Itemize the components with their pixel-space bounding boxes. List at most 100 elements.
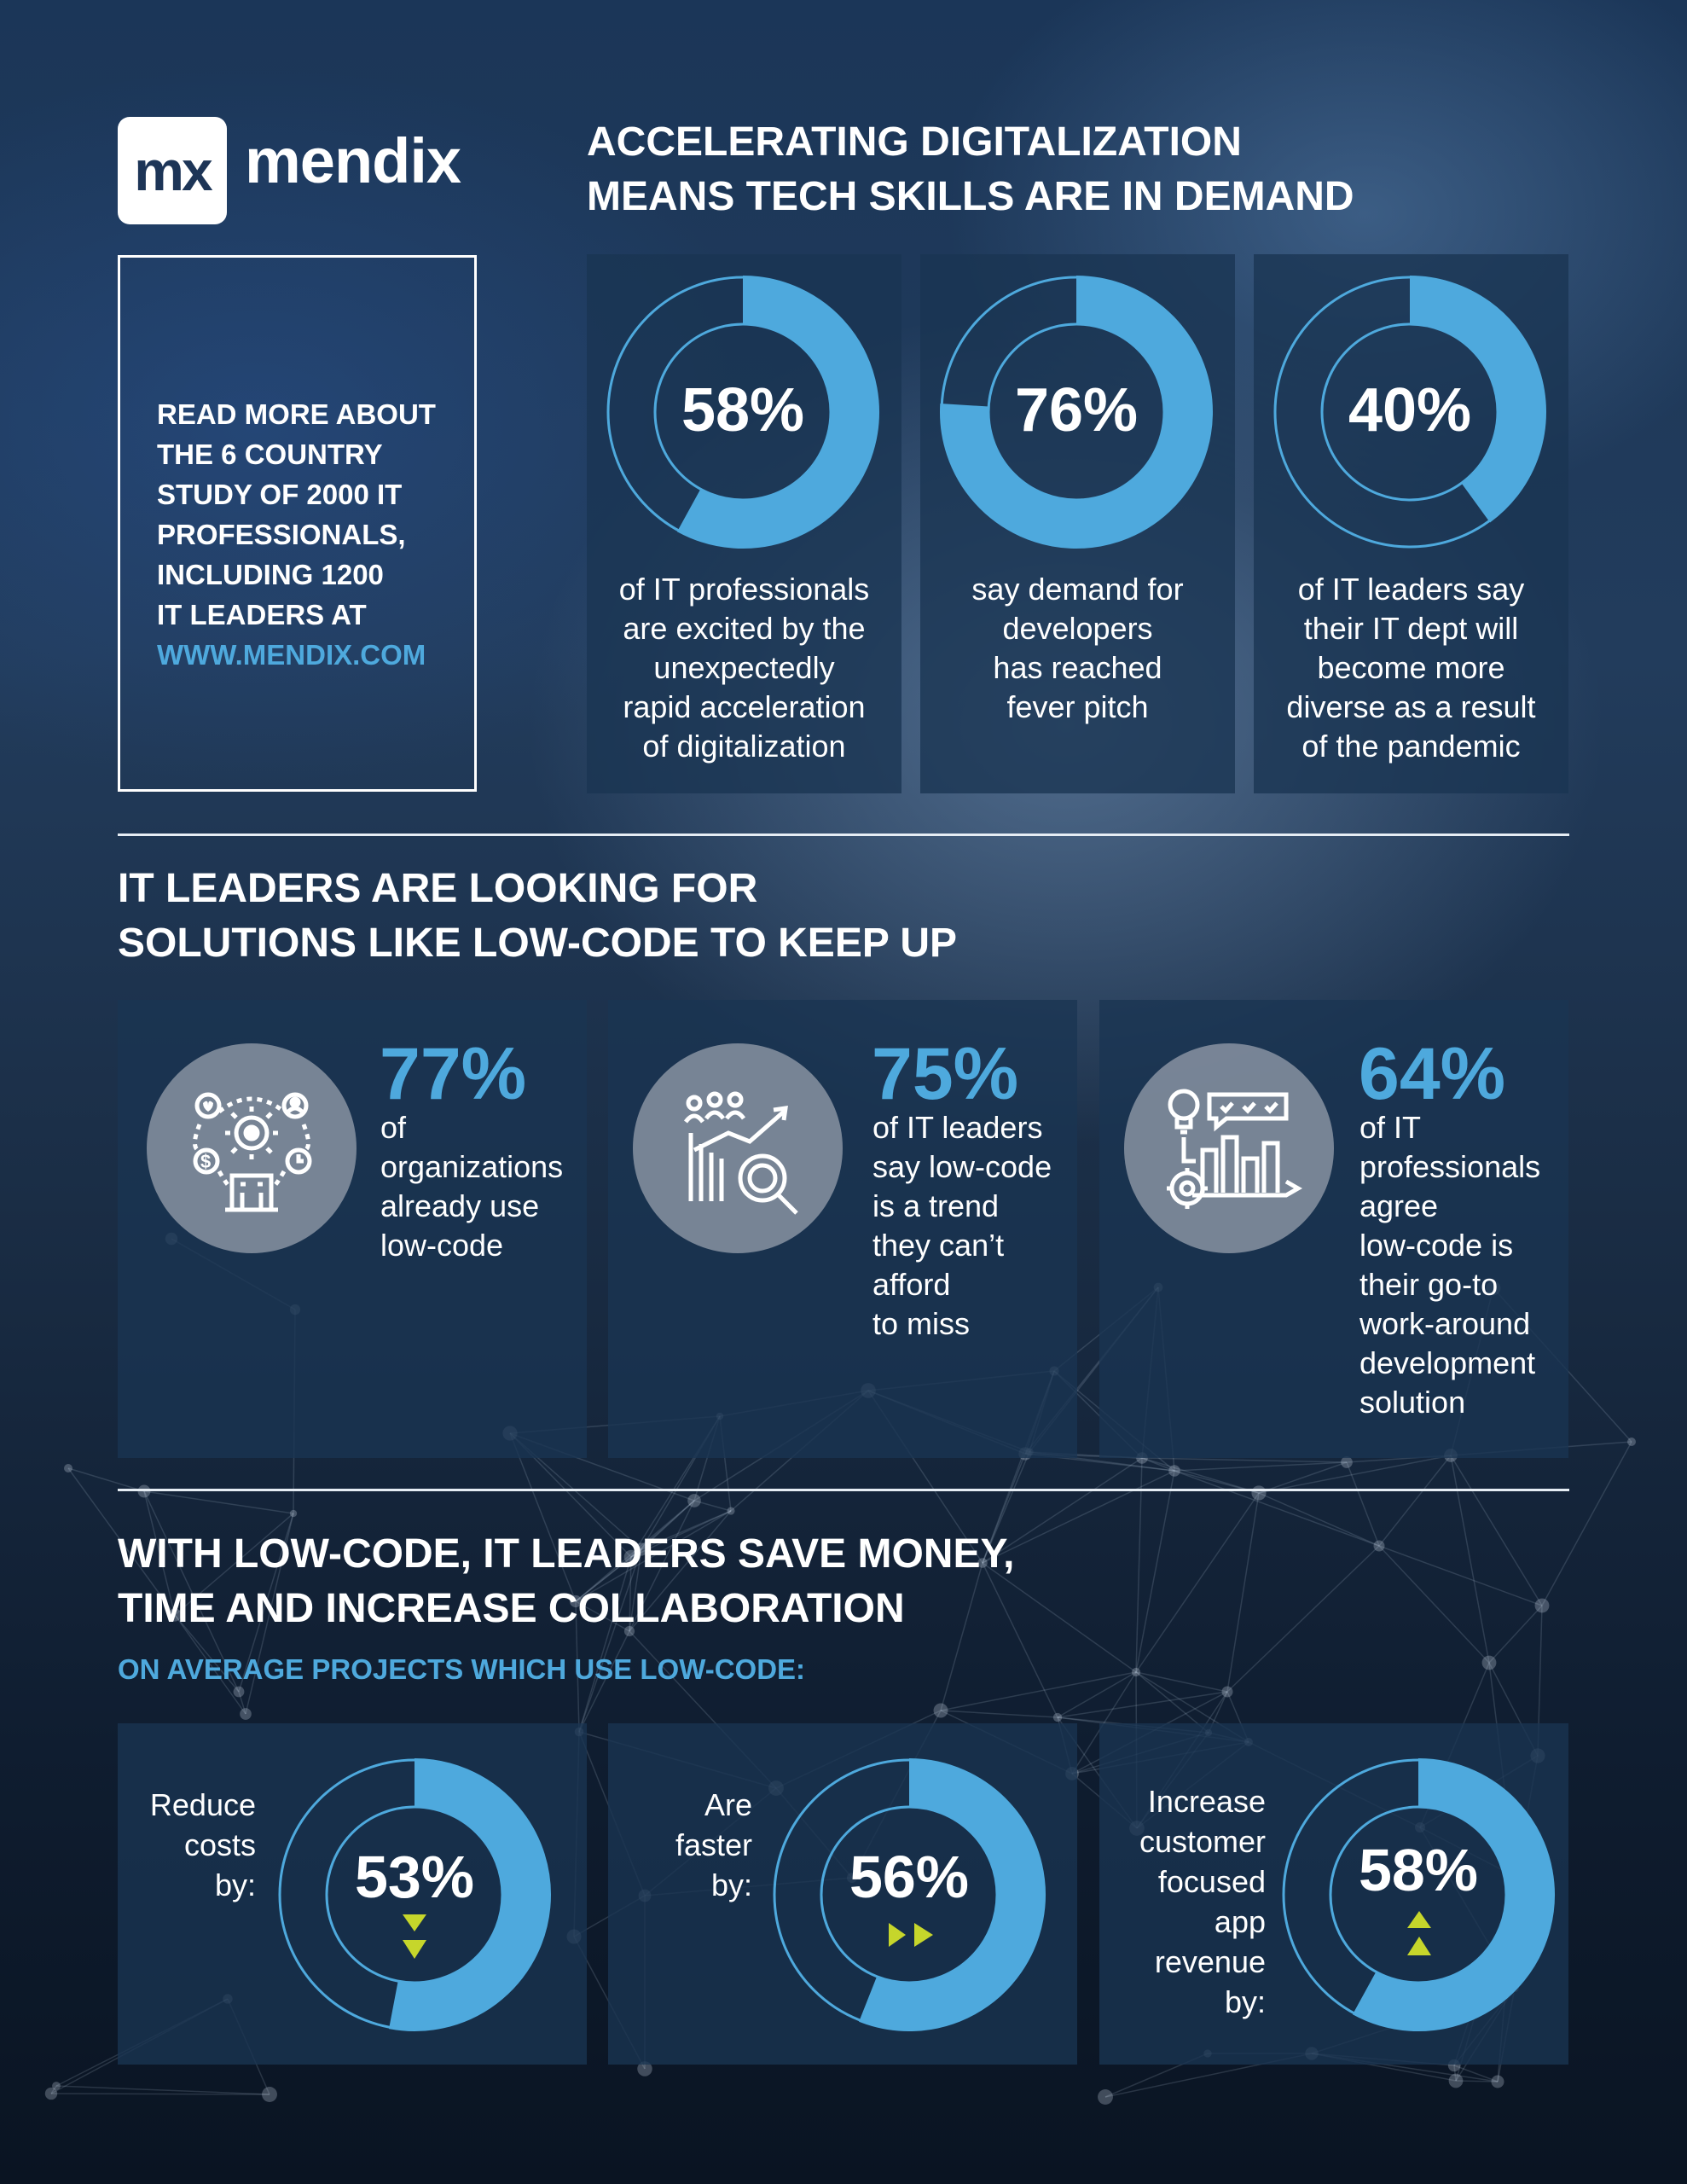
mendix-website-link[interactable]: WWW.MENDIX.COM (157, 639, 426, 671)
ring-value-arc (859, 1758, 1046, 2031)
network-line (67, 1467, 145, 1492)
description-line: development (1359, 1345, 1536, 1380)
network-node (1052, 1712, 1063, 1722)
network-line (575, 1600, 580, 1733)
description-line: of IT leaders (872, 1110, 1043, 1145)
network-line (630, 1548, 642, 1558)
label-line: revenue (1154, 1944, 1266, 1979)
network-line (174, 1614, 240, 1693)
network-line (578, 1630, 630, 1733)
network-line (693, 1500, 732, 1512)
double-arrow-up-icon (1407, 1911, 1431, 1955)
description-line: organizations (380, 1149, 564, 1184)
network-line (1135, 1671, 1228, 1693)
label-line: customer (1139, 1824, 1266, 1859)
description-line: of IT (1359, 1110, 1422, 1145)
network-node (289, 1509, 298, 1518)
network-line (143, 1490, 240, 1693)
caption-line: developers (1002, 611, 1153, 646)
network-node (635, 1542, 648, 1556)
stat-caption: of IT leaders say their IT dept will bec… (1254, 570, 1568, 766)
network-node (52, 2082, 61, 2090)
network-node (1221, 1686, 1233, 1698)
info-line: READ MORE ABOUT (157, 398, 436, 430)
stat-value: 58% (681, 376, 805, 444)
info-line: INCLUDING 1200 (157, 559, 384, 590)
description-line: is a trend (872, 1188, 1000, 1223)
caption-line: diverse as a result (1286, 689, 1536, 724)
network-node (933, 1703, 948, 1718)
network-line (982, 1562, 1137, 1673)
network-line (641, 1510, 732, 1550)
network-line (143, 1490, 294, 1514)
network-node (1251, 1485, 1267, 1501)
label-line: Are (704, 1787, 752, 1822)
network-line (641, 1500, 695, 1550)
section-divider (118, 834, 1569, 836)
benefit-label: Are faster by: (623, 1785, 752, 1905)
network-line (1541, 1441, 1632, 1606)
network-line (174, 1513, 294, 1616)
network-line (1135, 1457, 1143, 1673)
organization-network-icon: $ (147, 1043, 357, 1253)
network-node (1098, 2089, 1113, 2105)
network-line (982, 1453, 1026, 1564)
network-node (1341, 1456, 1353, 1468)
section2-title: IT LEADERS ARE LOOKING FOR SOLUTIONS LIK… (118, 862, 957, 971)
section2-title-line: IT LEADERS ARE LOOKING FOR (118, 866, 758, 911)
description-line: low-code (380, 1228, 504, 1263)
info-line: STUDY OF 2000 IT (157, 479, 403, 510)
donut-ring-diverse (1273, 276, 1546, 549)
network-line (940, 1562, 983, 1711)
network-node (240, 1708, 252, 1720)
stat-caption: of IT professionals are excited by the u… (587, 570, 901, 766)
idea-chart-gear-icon-graphic (1167, 1089, 1303, 1209)
donut-ring-speed (773, 1758, 1046, 2031)
network-node (1481, 1655, 1497, 1670)
network-node (1627, 1438, 1636, 1446)
mendix-logo-mark: mx (118, 117, 227, 224)
caption-line: unexpectedly (653, 650, 835, 685)
donut-ring-demand (940, 276, 1213, 549)
section3-subtitle: ON AVERAGE PROJECTS WHICH USE LOW-CODE: (118, 1653, 806, 1685)
stat-value: 56% (849, 1844, 970, 1910)
section2-title-line: SOLUTIONS LIKE LOW-CODE TO KEEP UP (118, 921, 957, 966)
caption-line: fever pitch (1006, 689, 1149, 724)
mendix-logo-word: mendix (245, 125, 461, 196)
idea-chart-gear-icon (1124, 1043, 1334, 1253)
description-line: say low-code (872, 1149, 1052, 1184)
network-node (1168, 1465, 1180, 1477)
stat-caption: say demand for developers has reached fe… (920, 570, 1235, 727)
caption-line: of IT leaders say (1297, 572, 1525, 607)
section1-title-line: ACCELERATING DIGITALIZATION (587, 119, 1242, 165)
network-line (1455, 2080, 1499, 2082)
network-line (982, 1451, 1030, 1564)
network-node (1373, 1540, 1385, 1552)
section3-title-line: TIME AND INCREASE COLLABORATION (118, 1586, 905, 1631)
description-line: already use (380, 1188, 540, 1223)
double-arrow-right-icon (889, 1923, 933, 1947)
caption-line: rapid acceleration (623, 689, 866, 724)
network-line (1488, 1605, 1543, 1664)
section1-title: ACCELERATING DIGITALIZATION MEANS TECH S… (587, 115, 1354, 224)
stat-value: 58% (1358, 1837, 1479, 1903)
ring-value-arc (1409, 276, 1546, 523)
network-line (238, 1691, 246, 1715)
ring-value-arc (676, 276, 879, 549)
network-line (67, 1467, 176, 1616)
network-line (1135, 1492, 1260, 1673)
description-line: to miss (872, 1306, 971, 1341)
network-node (262, 2087, 277, 2102)
caption-line: are excited by the (623, 611, 866, 646)
stat-value: 40% (1348, 376, 1472, 444)
organization-network-icon-graphic: $ (193, 1092, 312, 1212)
benefit-label: Reduce costs by: (128, 1785, 256, 1905)
network-line (174, 1614, 246, 1715)
ring-value-arc (1352, 1758, 1555, 2031)
network-line (575, 1548, 642, 1602)
section1-title-line: MEANS TECH SKILLS ARE IN DEMAND (587, 174, 1354, 219)
stat-description: of IT leaders say low-code is a trend th… (872, 1108, 1052, 1344)
stat-value: 75% (872, 1033, 1019, 1115)
donut-ring-excited (606, 276, 879, 549)
network-line (238, 1513, 294, 1693)
